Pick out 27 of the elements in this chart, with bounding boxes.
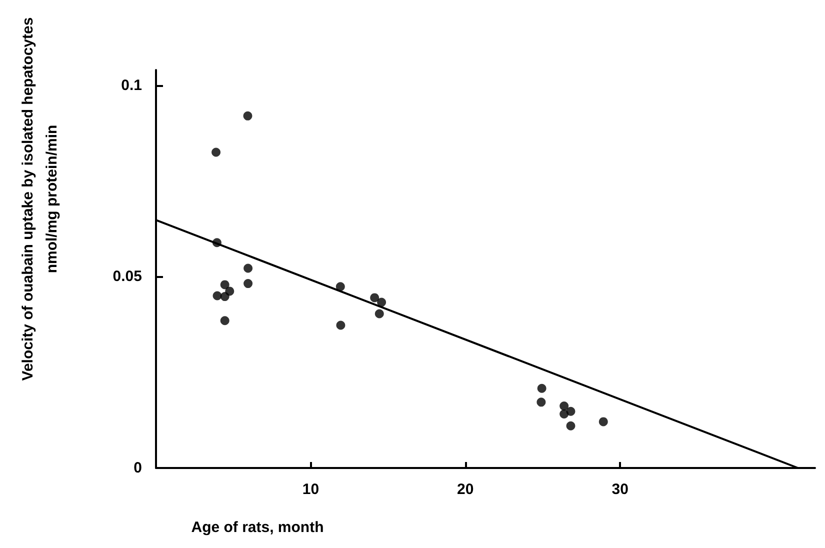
point [220, 316, 230, 326]
x-tick-label: 20 [457, 481, 474, 498]
point [243, 111, 252, 120]
point [220, 292, 230, 302]
point [370, 293, 380, 302]
point [537, 384, 546, 393]
point [212, 291, 222, 300]
point [536, 398, 546, 407]
point [374, 309, 384, 318]
x-axis-title: Age of rats, month [191, 519, 324, 536]
x-tick-label: 30 [612, 481, 628, 498]
point [220, 280, 230, 290]
point [212, 148, 221, 157]
point [377, 298, 386, 307]
y-axis-title: Velocity of ouabain uptake by isolated hepatocytes nmol/mg protein/min [20, 17, 60, 381]
y-tick-label: 0 [134, 460, 142, 476]
point [336, 282, 345, 292]
point [566, 421, 576, 430]
y-tick-label: 0.1 [121, 76, 142, 94]
point [244, 279, 253, 288]
y-tick-label: 0.05 [112, 268, 142, 286]
point [560, 402, 569, 410]
x-tick-label: 10 [302, 481, 320, 498]
point [560, 410, 569, 419]
point [244, 264, 253, 273]
point [336, 320, 346, 330]
point [598, 417, 608, 426]
